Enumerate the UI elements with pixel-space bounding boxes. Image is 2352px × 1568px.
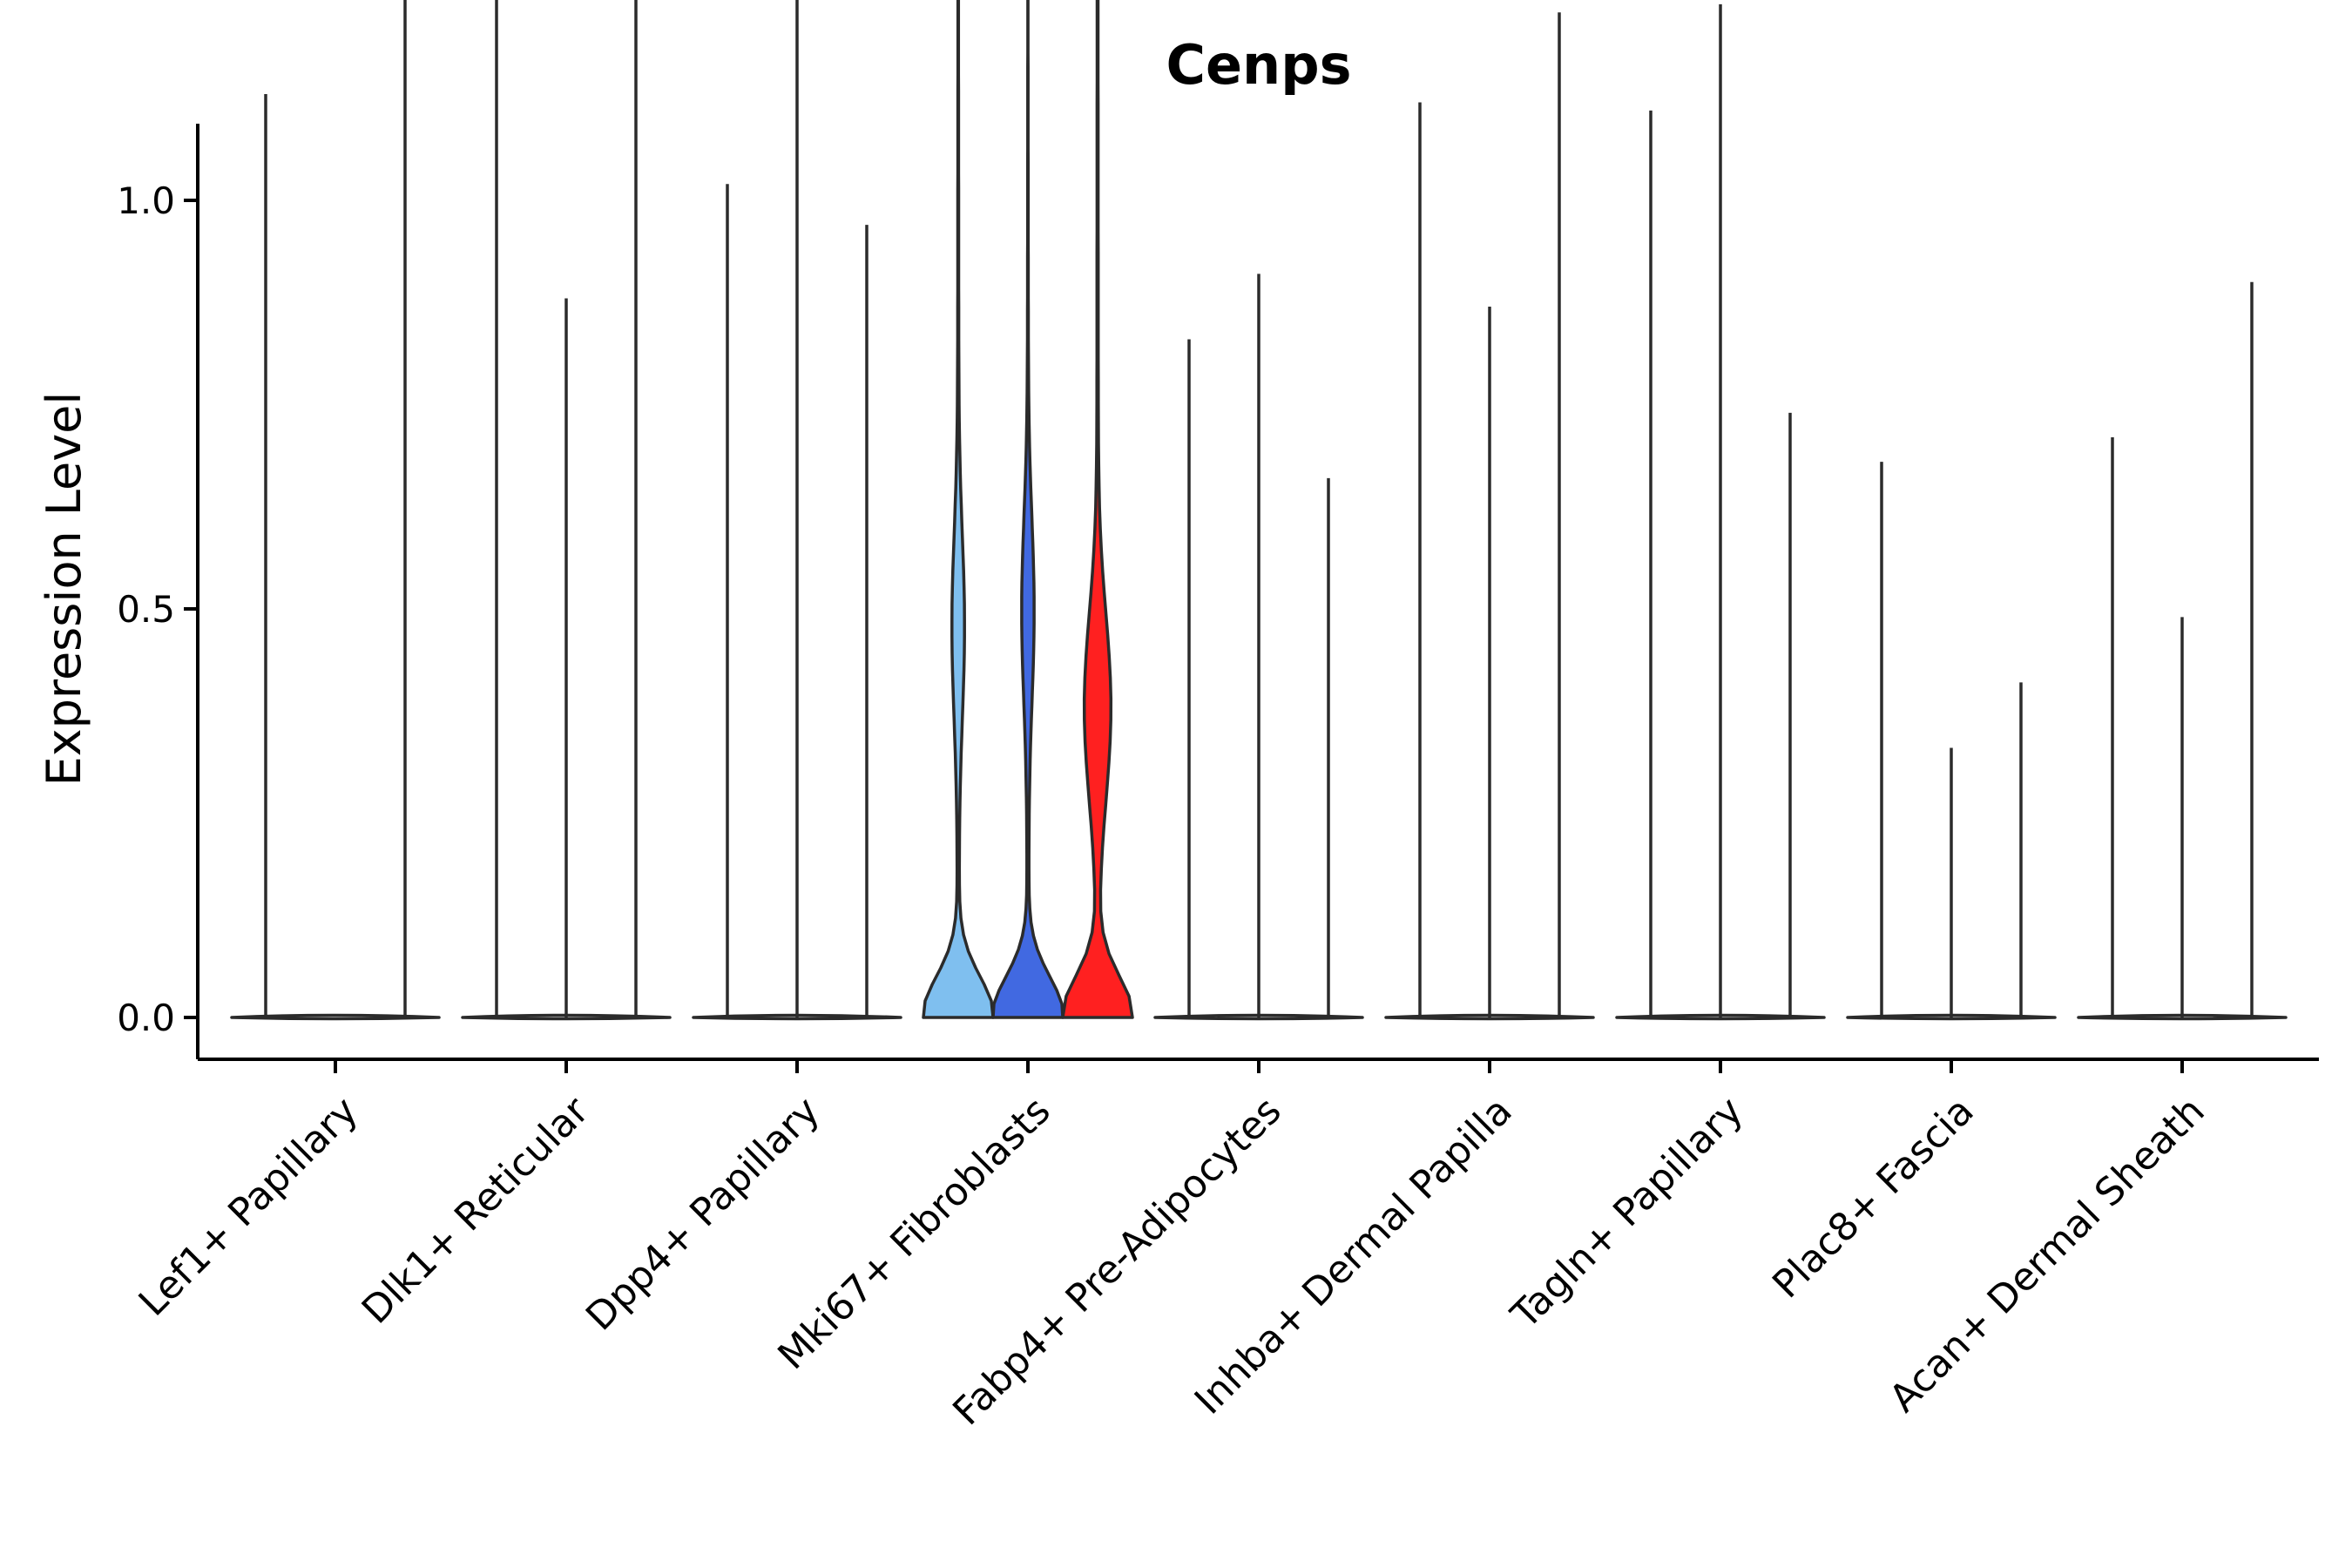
violin-body: [991, 0, 1064, 1019]
category-group: [1615, 3, 1826, 1021]
x-tick-label: Plac8+ Fascia: [1764, 1089, 1983, 1308]
x-tick-label: Tagln+ Papillary: [1503, 1089, 1752, 1338]
violin-body: [1061, 0, 1134, 1019]
y-tick-label: 1.0: [117, 179, 175, 222]
x-tick-label: Dpp4+ Papillary: [578, 1089, 828, 1340]
category-group: [461, 0, 672, 1021]
plot-area: [230, 0, 2288, 1021]
y-axis-label: Expression Level: [37, 392, 91, 787]
y-ticks: 0.00.51.01.52.0: [117, 179, 198, 1039]
category-group: [1846, 462, 2057, 1021]
category-group: [1384, 12, 1595, 1021]
violin-baseline: [230, 1013, 441, 1021]
x-tick-label: Lef1+ Papillary: [131, 1089, 367, 1325]
y-tick-label: 0.0: [117, 997, 175, 1039]
category-group: [1153, 274, 1364, 1021]
category-group: [922, 0, 1134, 1019]
y-tick-label: 0.5: [117, 588, 175, 631]
violin-body: [922, 0, 995, 1019]
x-tick-label: Dlk1+ Reticular: [354, 1088, 598, 1333]
category-group: [692, 0, 902, 1021]
category-group: [230, 0, 441, 1021]
chart-title: Cenps: [1166, 33, 1352, 97]
category-group: [2077, 281, 2288, 1021]
